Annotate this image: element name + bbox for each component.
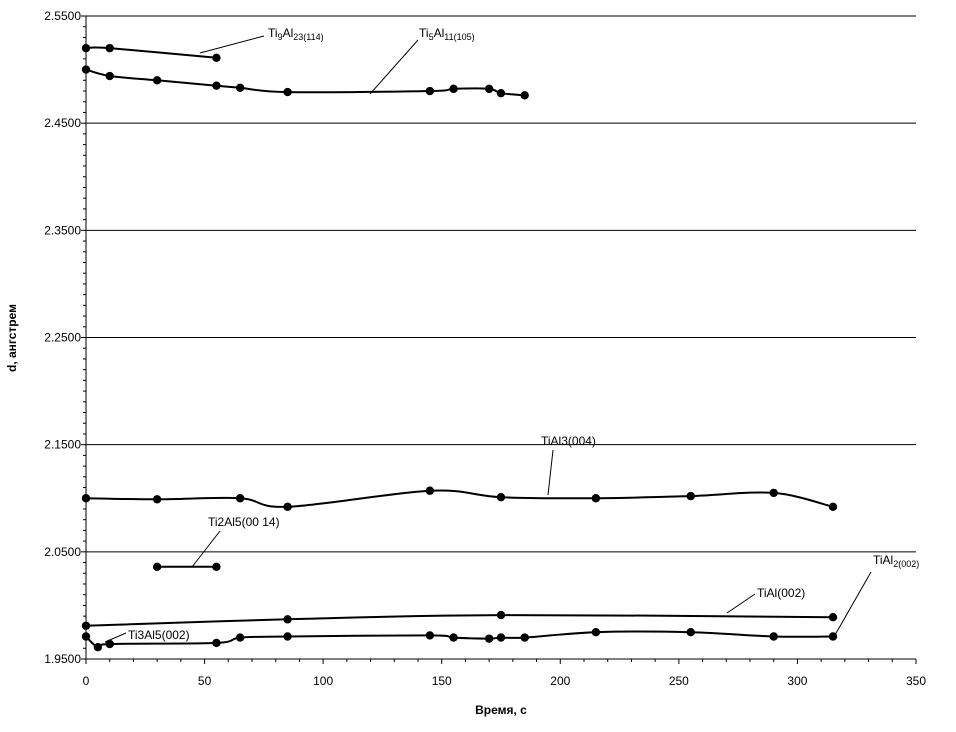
annotation-label: TiAl2(002)	[873, 553, 919, 569]
y-tick-label: 2.4500	[44, 116, 81, 130]
annotation-leader	[547, 449, 554, 496]
data-point	[828, 613, 838, 622]
x-tick-label: 300	[787, 674, 807, 688]
data-point	[152, 495, 162, 504]
annotation-leader	[369, 39, 419, 95]
data-point	[105, 639, 114, 649]
x-tick-label: 0	[83, 674, 90, 688]
annotation-leaders	[104, 35, 872, 643]
data-point	[425, 486, 435, 495]
data-point	[93, 643, 103, 652]
data-point	[81, 43, 91, 53]
data-point	[591, 494, 601, 503]
series-line	[85, 46, 217, 59]
data-point	[496, 610, 506, 620]
annotation-label: Ti5Al11(105)	[419, 26, 475, 42]
data-point	[283, 615, 292, 624]
data-point	[152, 562, 162, 572]
data-point	[520, 91, 529, 100]
data-point	[484, 634, 494, 643]
data-point	[212, 638, 221, 648]
data-point	[152, 76, 162, 85]
data-point	[283, 632, 292, 641]
series-points	[81, 43, 838, 652]
x-tick-label: 50	[198, 674, 212, 688]
annotation-leader	[199, 35, 265, 54]
data-point	[769, 632, 778, 641]
data-point	[81, 65, 91, 74]
y-axis-title: d, ангстрем	[5, 304, 19, 372]
data-point	[828, 502, 838, 512]
axes	[81, 15, 917, 664]
x-tick-label: 200	[550, 674, 570, 688]
y-tick-label: 2.3500	[44, 223, 81, 237]
data-point	[425, 86, 435, 96]
data-point	[769, 488, 778, 498]
data-point	[283, 87, 292, 97]
annotation-leader	[191, 530, 221, 568]
data-point	[235, 83, 245, 93]
data-point	[496, 633, 506, 642]
y-tick-label: 2.1500	[44, 438, 81, 452]
data-point	[105, 71, 114, 81]
data-point	[484, 84, 494, 94]
annotations: Ti9Al23(114) Ti5Al11(105) TiAl3(004) Ti2Al5…	[128, 26, 919, 642]
x-tick-label: 150	[432, 674, 452, 688]
data-point	[686, 628, 695, 637]
data-point	[686, 491, 695, 501]
data-point	[81, 494, 91, 503]
data-point	[425, 631, 435, 640]
series-curves	[85, 46, 834, 649]
series-line	[85, 68, 525, 97]
data-point	[212, 81, 221, 90]
gridlines	[86, 15, 916, 553]
data-point	[449, 633, 458, 642]
series-line	[85, 489, 834, 508]
data-point	[81, 632, 91, 641]
data-point	[212, 53, 221, 62]
x-tick-labels: 0 50 100 150 200 250 300 350	[83, 674, 927, 688]
data-point	[520, 633, 529, 642]
data-point	[235, 633, 245, 642]
y-tick-label: 2.5500	[44, 9, 81, 23]
y-tick-label: 2.2500	[44, 331, 81, 345]
data-point	[105, 43, 114, 53]
data-point	[235, 494, 245, 503]
annotation-leader	[726, 593, 756, 614]
series-line	[85, 614, 834, 627]
x-tick-label: 100	[313, 674, 333, 688]
data-point	[591, 628, 601, 637]
x-axis-title: Время, с	[475, 703, 527, 717]
y-tick-labels: 1.9500 2.0500 2.1500 2.2500 2.3500 2.4500 2.55…	[44, 9, 81, 666]
x-tick-label: 350	[906, 674, 926, 688]
y-tick-label: 2.0500	[44, 545, 81, 559]
data-point	[449, 84, 458, 94]
annotation-label: TiAl3(004)	[541, 434, 596, 448]
annotation-label: Ti3Al5(002)	[128, 628, 190, 642]
annotation-label: Ti2Al5(00 14)	[208, 515, 280, 529]
series-line	[85, 630, 834, 649]
annotation-label: TiAl(002)	[757, 586, 805, 600]
data-point	[496, 492, 506, 502]
annotation-label: Ti9Al23(114)	[268, 26, 324, 42]
data-point	[283, 502, 292, 512]
data-point	[81, 621, 91, 630]
x-tick-label: 250	[669, 674, 689, 688]
data-point	[496, 88, 506, 98]
annotation-leader	[104, 632, 127, 643]
y-tick-label: 1.9500	[44, 652, 81, 666]
data-point	[212, 562, 221, 572]
annotation-leader	[834, 571, 872, 636]
